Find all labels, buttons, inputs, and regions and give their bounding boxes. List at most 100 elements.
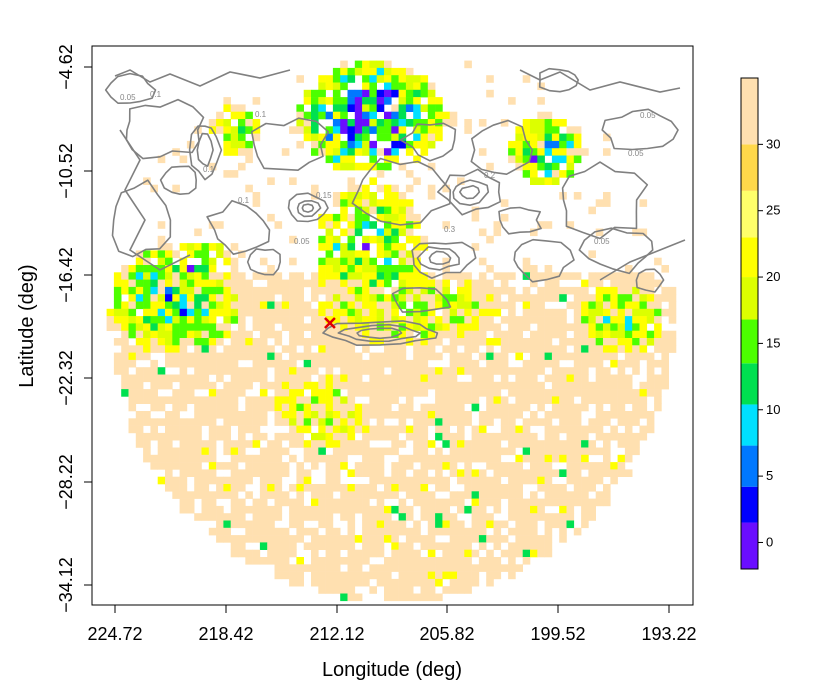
heatmap-cell (413, 447, 421, 456)
heatmap-cell (354, 228, 363, 237)
heatmap-cell (668, 301, 677, 310)
heatmap-cell (179, 359, 188, 368)
heatmap-cell (384, 162, 392, 171)
heatmap-cell (544, 323, 553, 331)
heatmap-cell (442, 418, 450, 426)
heatmap-cell (150, 367, 158, 375)
heatmap-cell (340, 250, 348, 258)
heatmap-cell (289, 257, 297, 266)
heatmap-cell (259, 367, 268, 375)
heatmap-cell (362, 389, 370, 397)
heatmap-cell (376, 549, 385, 558)
heatmap-cell (354, 279, 363, 288)
heatmap-cell (537, 338, 545, 346)
heatmap-cell (186, 286, 195, 295)
heatmap-cell (216, 250, 224, 258)
heatmap-cell (135, 316, 144, 324)
heatmap-cell (121, 338, 129, 346)
heatmap-cell (391, 316, 399, 324)
heatmap-cell (486, 367, 494, 375)
heatmap-cell (427, 126, 436, 134)
heatmap-cell (384, 279, 392, 288)
heatmap-cell (435, 476, 443, 485)
heatmap-cell (435, 126, 443, 134)
heatmap-cell (223, 133, 231, 142)
heatmap-cell (493, 571, 502, 580)
heatmap-cell (624, 374, 633, 383)
heatmap-cell (121, 272, 129, 280)
heatmap-cell (420, 286, 429, 295)
heatmap-cell (610, 432, 618, 441)
heatmap-cell (150, 330, 158, 339)
heatmap-cell (238, 140, 246, 149)
heatmap-cell (493, 462, 502, 470)
heatmap-cell (376, 352, 385, 361)
heatmap-cell (179, 498, 188, 507)
heatmap-cell (610, 462, 618, 470)
heatmap-cell (179, 243, 188, 251)
heatmap-cell (135, 418, 144, 426)
heatmap-cell (413, 82, 421, 91)
heatmap-cell (522, 557, 531, 565)
heatmap-cell (121, 265, 129, 273)
heatmap-cell (449, 308, 458, 317)
heatmap-cell (632, 323, 640, 331)
heatmap-cell (267, 462, 275, 470)
heatmap-cell (442, 294, 450, 302)
heatmap-cell (216, 221, 224, 229)
heatmap-cell (522, 454, 531, 463)
heatmap-cell (413, 578, 421, 587)
heatmap-cell (478, 374, 487, 383)
heatmap-cell (449, 330, 458, 339)
heatmap-cell (551, 133, 560, 142)
heatmap-cell (318, 578, 326, 587)
heatmap-cell (186, 250, 195, 258)
heatmap-cell (274, 279, 283, 288)
heatmap-cell (566, 498, 575, 507)
heatmap-cell (347, 564, 356, 572)
heatmap-cell (405, 170, 414, 178)
heatmap-cell (537, 367, 545, 375)
heatmap-cell (362, 571, 370, 580)
heatmap-cell (325, 148, 334, 156)
heatmap-cell (464, 586, 472, 594)
heatmap-cell (639, 425, 648, 434)
heatmap-cell (223, 97, 231, 105)
heatmap-cell (530, 513, 538, 521)
heatmap-cell (376, 578, 385, 587)
heatmap-cell (544, 425, 553, 434)
heatmap-cell (347, 213, 356, 222)
heatmap-cell (208, 425, 217, 434)
heatmap-cell (391, 126, 399, 134)
heatmap-cell (194, 359, 202, 368)
heatmap-cell (230, 505, 239, 514)
heatmap-cell (632, 316, 640, 324)
heatmap-cell (537, 345, 545, 353)
heatmap-cell (369, 82, 377, 91)
heatmap-cell (208, 432, 217, 441)
heatmap-cell (405, 235, 414, 244)
heatmap-cell (508, 498, 516, 507)
heatmap-cell (391, 104, 399, 112)
heatmap-cell (405, 476, 414, 485)
x-tick-label: 224.72 (87, 624, 142, 644)
x-axis-title: Longitude (deg) (322, 659, 462, 681)
heatmap-cell (457, 352, 465, 361)
heatmap-cell (128, 323, 137, 331)
heatmap-cell (391, 462, 399, 470)
heatmap-cell (369, 586, 377, 594)
heatmap-cell (223, 462, 231, 470)
heatmap-cell (274, 221, 283, 229)
heatmap-cell (464, 286, 472, 295)
heatmap-cell (128, 286, 137, 295)
contour-line (301, 203, 315, 213)
heatmap-cell (530, 535, 538, 543)
heatmap-cell (449, 535, 458, 543)
contour-line (114, 69, 686, 281)
heatmap-cell (354, 403, 363, 412)
heatmap-cell (398, 140, 407, 149)
heatmap-cell (259, 330, 268, 339)
heatmap-cell (332, 403, 341, 412)
heatmap-cell (376, 454, 385, 463)
heatmap-cell (391, 119, 399, 127)
